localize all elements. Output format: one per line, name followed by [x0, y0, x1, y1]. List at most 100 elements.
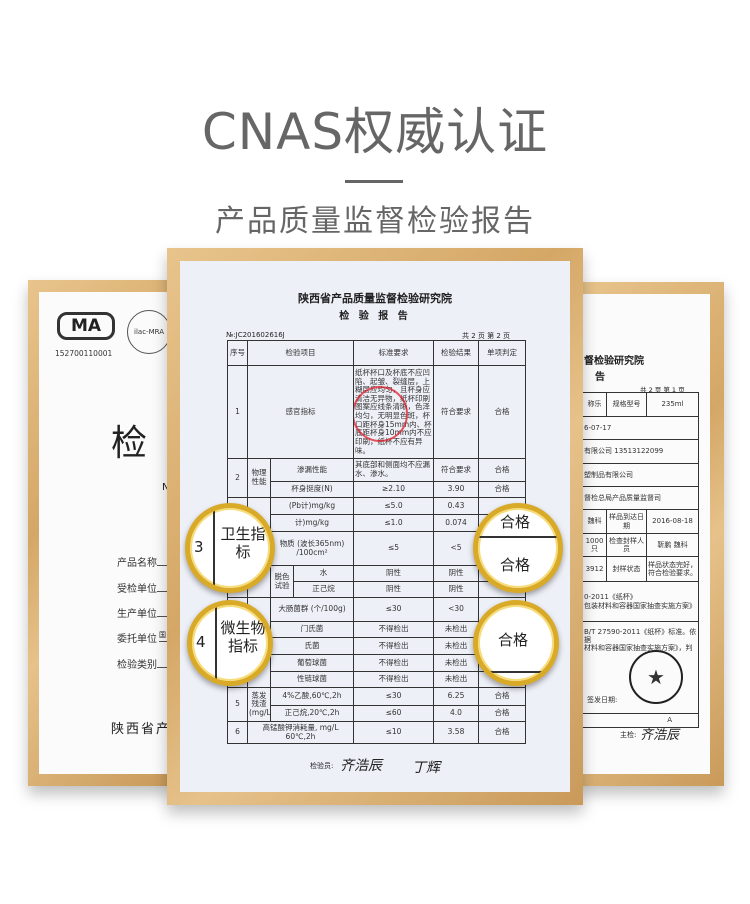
institute-fragment: 督检验研究院 [584, 356, 644, 367]
cell: 检查封样人员 [606, 533, 647, 557]
cell: 水 [293, 565, 354, 582]
cell: 4.0 [433, 705, 479, 722]
cell: 正己烷,20℃,2h [270, 705, 354, 722]
institute-name: 陕西省产品质量监督检验研究院 [298, 292, 452, 305]
cell: 阴性 [353, 581, 434, 598]
report-number: №:JC201602616J [226, 331, 285, 339]
cell: 其底部和侧面均不应漏水、渗水。 [353, 458, 434, 482]
cma-logo: MA [57, 312, 115, 340]
cell: 物理性能 [247, 458, 271, 498]
cell: 样品状态完好，符合检验要求。 [646, 556, 699, 582]
cell: 性链球菌 [270, 671, 354, 688]
row-number-cell: 3 卫生指标 [185, 497, 275, 598]
cell: 合格 [478, 481, 526, 498]
cell: 封样状态 [606, 556, 647, 582]
magnifier-label: 卫生指标 [220, 525, 266, 561]
col-header: 序号 [227, 340, 248, 366]
cell: 不得检出 [353, 671, 434, 688]
cell: 靳鹏 魏科 [646, 533, 699, 557]
client-fragment: 国 [159, 630, 173, 642]
issuer-fragment: 陕西省产 [111, 722, 172, 737]
cell: 合格 [478, 705, 526, 722]
official-stamp-icon: ★ [629, 650, 683, 704]
col-header: 检验项目 [247, 340, 354, 366]
cell: <30 [433, 597, 479, 622]
col-header: 检验结果 [433, 340, 479, 366]
cell: 不得检出 [353, 637, 434, 655]
cell: 0.074 [433, 514, 479, 532]
verdict-cell: 合格 [473, 597, 559, 686]
cell: 正己烷 [293, 581, 354, 598]
cell: 符合要求 [433, 458, 479, 482]
center-certificate-paper: 陕西省产品质量监督检验研究院 检 验 报 告 №:JC201602616J 共 … [180, 261, 570, 792]
page-title: CNAS权威认证 [201, 103, 549, 161]
cell: ≤5 [353, 531, 434, 566]
cell: ≤60 [353, 705, 434, 722]
title-divider [345, 180, 403, 183]
title-fragment: 告 [595, 372, 605, 383]
cell: 3.58 [433, 721, 479, 744]
cell: ≤10 [353, 721, 434, 744]
cell: 合格 [478, 721, 526, 744]
cell: 感官指标 [247, 365, 354, 459]
pass-label: 合格 [500, 556, 531, 574]
chief-signature: 齐浩辰 [640, 728, 680, 743]
cell: 5 [227, 687, 248, 722]
cell: 不得检出 [353, 621, 434, 638]
cell: 13513122099 [614, 447, 664, 456]
cell: 4%乙酸,60℃,2h [270, 687, 354, 706]
cell: 235ml [646, 392, 699, 417]
page-info: 共 2 页 第 1 页 [640, 386, 685, 394]
cell: 规格型号 [606, 392, 647, 417]
conclusion-text: B/T 27590-2011《纸杯》标准。依据 [584, 628, 697, 645]
cell: 1 [227, 365, 248, 459]
cell: ≥2.10 [353, 481, 434, 498]
col-header: 单项判定 [478, 340, 526, 366]
cell: 3.90 [433, 481, 479, 498]
cell: 6 [227, 721, 248, 744]
cell: 阴性 [433, 565, 479, 582]
cell: 纸杯杯口及杯底不应凹陷、起皱、裂缝层，上糊层应均匀，且杯身应清洁无异物，纸杯印刷… [353, 365, 434, 459]
field-client: 委托单位 [117, 634, 157, 645]
cell: 2016-08-18 [646, 509, 699, 534]
page-subtitle: 产品质量监督检验报告 [215, 204, 535, 239]
cell: 蒸发残渣 (mg/L) [247, 687, 271, 722]
cell: 门氏菌 [270, 621, 354, 638]
inspection-table: 序号 检验项目 标准要求 检验结果 单项判定 1 感官指标 纸杯杯口及杯底不应凹… [185, 340, 563, 744]
cell: 样品到达日期 [606, 509, 647, 534]
cell: ≤30 [353, 687, 434, 706]
report-title: 检 验 报 告 [339, 311, 411, 322]
cell: 合格 [478, 365, 526, 459]
field-manufacturer: 生产单位 [117, 605, 173, 620]
cell: 大肠菌群 (个/100g) [270, 597, 354, 622]
cell: 符合要求 [433, 365, 479, 459]
cell: 杯身挺度(N) [270, 481, 354, 498]
red-stamp-icon [354, 386, 408, 442]
cell: 不得检出 [353, 654, 434, 672]
issue-date-label: 签发日期: [587, 696, 618, 704]
basis-text: 包装材料和容器国家抽查实施方案》 [584, 601, 696, 610]
magnifier-hygiene: 3 卫生指标 [185, 503, 275, 593]
cell: 合格 [478, 687, 526, 706]
basis-text: 0-2011《纸杯》 [584, 593, 637, 602]
cell: 计)mg/kg [270, 514, 354, 532]
report-no-prefix: N [162, 482, 170, 493]
cell: 物质 (波长365nm) /100cm² [270, 531, 354, 566]
cell: 脱色试验 [270, 565, 294, 598]
right-certificate-frame: 督检验研究院 告 共 2 页 第 1 页 称乐 规格型号 235ml 6-07-17… [578, 282, 724, 786]
cell: ≤1.0 [353, 514, 434, 532]
cell: 有限公司 [584, 447, 612, 456]
cell: 葡萄球菌 [270, 654, 354, 672]
cell: 0.43 [433, 497, 479, 515]
field-inspection-type: 检验类别 [117, 656, 173, 671]
right-report-table: 称乐 规格型号 235ml 6-07-17 有限公司 13513122099 塑制品… [578, 392, 699, 728]
chief-label: 主检: [620, 731, 637, 739]
cell: 2 [227, 458, 248, 498]
pass-label: 合格 [498, 631, 529, 649]
cell: 未检出 [433, 621, 479, 638]
cell: (Pb计)mg/kg [270, 497, 354, 515]
cell: <5 [433, 531, 479, 566]
cell: 6-07-17 [578, 416, 699, 440]
ilac-seal-icon: ilac-MRA [127, 310, 171, 354]
magnifier-label: 微生物指标 [220, 619, 266, 655]
